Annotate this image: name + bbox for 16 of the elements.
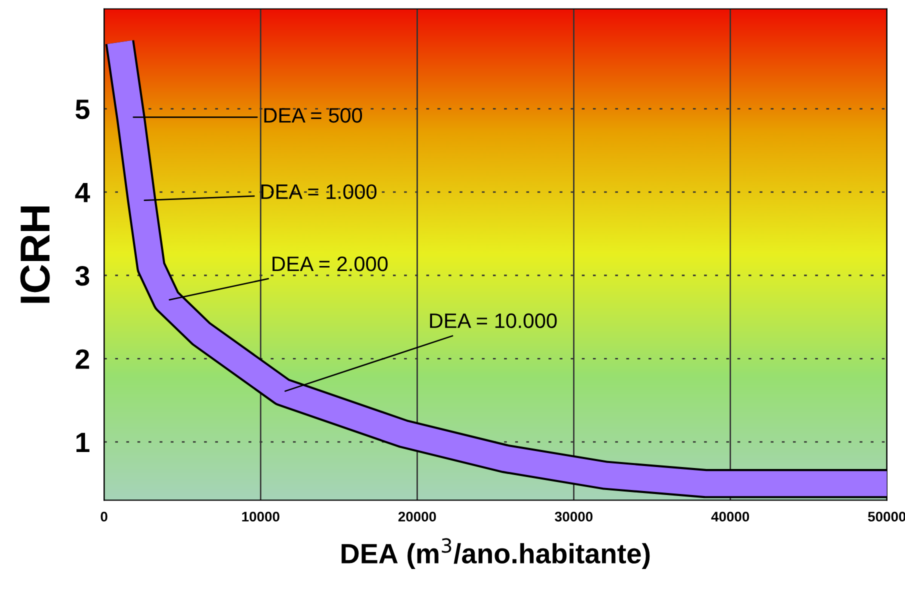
x-tick-label: 40000 [711, 512, 750, 522]
x-tick-label: 20000 [398, 512, 436, 522]
annotation: DEA = 10.000 [430, 313, 557, 328]
x-tick-label: 0 [100, 512, 108, 522]
annotation: DEA = 2.000 [272, 256, 388, 272]
annotation: DEA = 500 [264, 108, 362, 123]
y-tick-label: 5 [76, 100, 90, 120]
annotation: DEA = 1.000 [261, 184, 376, 200]
y-axis-title: ICRH [20, 206, 50, 303]
y-tick-label: 2 [76, 349, 90, 369]
x-axis-title: DEA (m$^{3}$/ano.habitante) [342, 538, 650, 570]
x-tick-label: 10000 [242, 512, 280, 522]
y-tick-label: 1 [76, 432, 90, 452]
x-tick-label: 30000 [554, 512, 593, 522]
y-tick-label: 3 [75, 266, 90, 286]
y-tick-label: 4 [75, 183, 90, 202]
